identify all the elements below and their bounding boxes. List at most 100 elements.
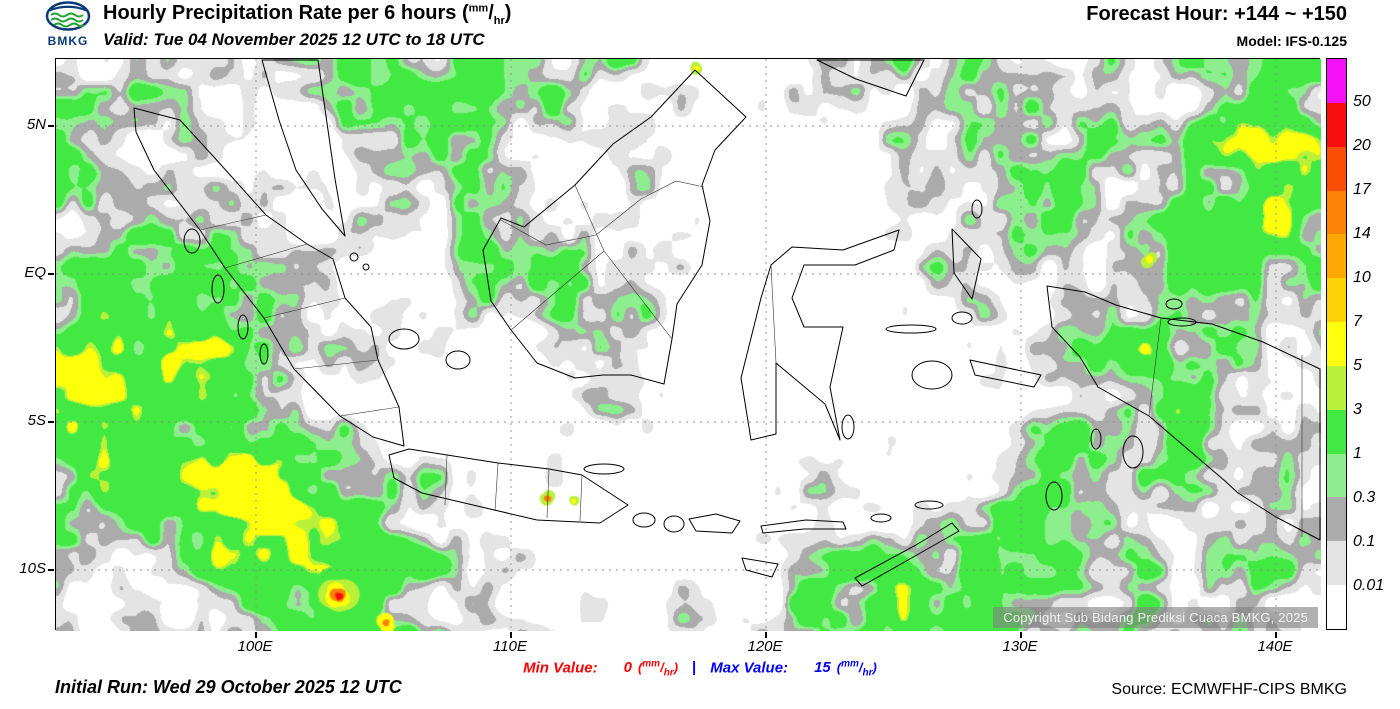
island-coastline: [261, 59, 346, 237]
legend-value: 1: [1353, 445, 1362, 462]
min-value-label: Min Value:: [523, 659, 598, 677]
legend-value: 0.1: [1353, 533, 1376, 550]
copyright-watermark: Copyright Sub Bidang Prediksi Cuaca BMKG…: [993, 607, 1318, 628]
island-coastline: [237, 314, 249, 340]
island-coastline: [741, 557, 779, 578]
island-coastline: [969, 359, 1042, 388]
max-value-label: Max Value:: [710, 659, 789, 677]
island-coastline: [1167, 317, 1197, 327]
legend-segment: [1327, 365, 1346, 410]
island-coastline: [951, 228, 982, 300]
island-coastline: [183, 228, 201, 254]
legend-segment: [1327, 190, 1346, 235]
precipitation-canvas: [56, 59, 1321, 631]
min-value-unit: (mm/hr): [637, 659, 679, 679]
lat-label: 10S: [19, 560, 46, 577]
lat-label: EQ: [24, 264, 46, 281]
legend-value: 0.3: [1353, 489, 1376, 506]
title-unit-sub: hr: [493, 15, 505, 27]
legend-segment: [1327, 146, 1346, 191]
lon-tick: [255, 632, 257, 638]
island-coastline: [885, 324, 937, 334]
initial-run: Initial Run: Wed 29 October 2025 12 UTC: [55, 677, 402, 697]
island-coastline: [388, 328, 420, 350]
admin-borders: [199, 180, 1303, 537]
island-coastline: [1122, 435, 1144, 469]
legend-segment: [1327, 453, 1346, 498]
island-coastline: [688, 513, 741, 534]
island-coastline: [951, 311, 973, 325]
lon-label: 110E: [493, 638, 527, 655]
legend-segment: [1327, 59, 1346, 103]
legend-segment: [1327, 541, 1346, 586]
island-coastline: [388, 448, 629, 524]
bmkg-globe-waves-icon: [45, 1, 91, 31]
lon-tick: [1020, 632, 1022, 638]
legend-value: 50: [1353, 93, 1371, 110]
coastlines: [133, 59, 1321, 587]
legend-segment: [1327, 102, 1346, 147]
legend-value: 5: [1353, 357, 1362, 374]
island-coastline: [349, 252, 359, 262]
lat-tick: [48, 421, 54, 423]
lat-tick: [48, 125, 54, 127]
island-coastline: [911, 360, 953, 390]
max-value: 15: [814, 659, 831, 677]
map-frame: Copyright Sub Bidang Prediksi Cuaca BMKG…: [55, 58, 1321, 631]
graticule: [56, 59, 1321, 631]
lat-tick: [48, 273, 54, 275]
island-coastline: [740, 229, 900, 441]
minmax-line: Min Value: 0 (mm/hr) | Max Value: 15 (mm/hr): [0, 659, 1400, 679]
lon-tick: [510, 632, 512, 638]
min-value: 0: [623, 659, 632, 677]
island-coastline: [632, 512, 656, 528]
legend-value: 10: [1353, 269, 1371, 286]
valid-time: Valid: Tue 04 November 2025 12 UTC to 18…: [103, 30, 485, 49]
island-coastline: [1090, 428, 1102, 450]
title-unit-sup: mm: [468, 2, 489, 15]
lat-label: 5S: [27, 412, 46, 429]
legend-value: 14: [1353, 225, 1371, 242]
title-suffix: ): [504, 2, 512, 24]
island-coastline: [816, 59, 925, 97]
island-coastline: [1045, 481, 1063, 511]
island-coastline: [663, 515, 685, 533]
legend-segment: [1327, 585, 1346, 629]
island-coastline: [841, 414, 855, 440]
island-coastline: [362, 263, 370, 271]
island-coastline: [583, 463, 625, 475]
lon-tick: [1275, 632, 1277, 638]
legend-segment: [1327, 278, 1346, 323]
legend-segment: [1327, 234, 1346, 279]
legend-value: 0.01: [1353, 577, 1385, 594]
bmkg-logo-label: BMKG: [47, 34, 89, 48]
title-text: Hourly Precipitation Rate per 6 hours (: [103, 2, 469, 24]
legend-segment: [1327, 497, 1346, 542]
island-coastline: [482, 69, 747, 385]
page-title: Hourly Precipitation Rate per 6 hours (m…: [103, 2, 511, 27]
island-coastline: [445, 350, 471, 370]
island-coastline: [133, 107, 405, 447]
max-value-unit: (mm/hr): [836, 659, 877, 679]
title-unit-slash: /: [488, 2, 494, 24]
island-coastline: [259, 343, 269, 365]
legend-value: 7: [1353, 313, 1362, 330]
model-name: Model: IFS-0.125: [1236, 33, 1347, 49]
island-coastline: [1165, 298, 1183, 310]
lon-label: 120E: [747, 638, 783, 655]
island-coastline: [854, 522, 960, 587]
island-coastline: [914, 500, 944, 510]
lat-label: 5N: [26, 116, 46, 133]
legend-value: 3: [1353, 401, 1362, 418]
legend-segment: [1327, 322, 1346, 366]
legend-value: 20: [1353, 137, 1371, 154]
island-coastline: [870, 513, 892, 523]
island-coastline: [971, 199, 983, 219]
island-coastline: [211, 274, 225, 304]
legend-colorbar: [1326, 58, 1347, 630]
data-source: Source: ECMWFHF-CIPS BMKG: [1111, 681, 1347, 698]
coastline-overlay: [56, 59, 1321, 631]
legend-value: 17: [1353, 181, 1371, 198]
minmax-separator: |: [692, 659, 697, 677]
lon-label: 130E: [1002, 638, 1038, 655]
